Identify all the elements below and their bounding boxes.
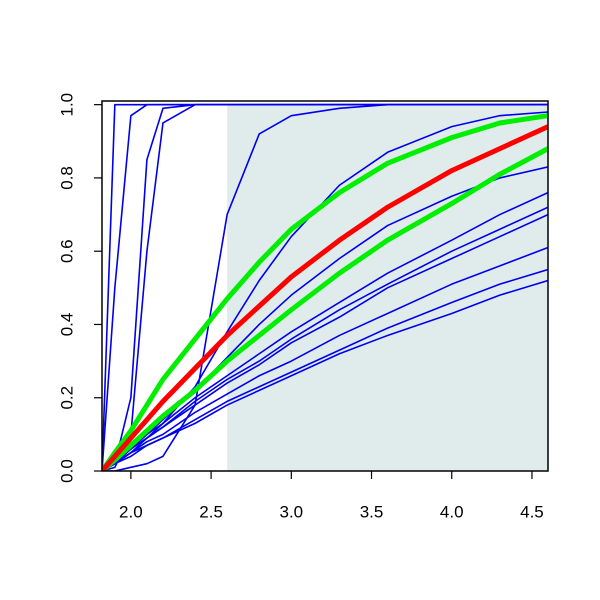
series-line [102, 213, 548, 471]
y-tick-label: 0.8 [57, 166, 76, 190]
series-line [102, 146, 548, 471]
series-line [102, 113, 548, 471]
x-tick-label: 4.0 [440, 502, 464, 521]
series-line [102, 103, 548, 471]
y-tick-label: 1.0 [57, 93, 76, 117]
x-tick-label: 3.5 [360, 502, 384, 521]
series-line [102, 268, 548, 471]
x-tick-label: 3.0 [279, 502, 303, 521]
series-line [102, 279, 548, 471]
x-tick-label: 2.5 [199, 502, 223, 521]
y-tick-label: 0.6 [57, 239, 76, 263]
x-tick-label: 2.0 [119, 502, 143, 521]
y-tick-label: 0.4 [57, 313, 76, 337]
x-tick-label: 4.5 [520, 502, 544, 521]
y-tick-label: 0.0 [57, 459, 76, 483]
y-tick-label: 0.2 [57, 386, 76, 410]
plot-frame [101, 100, 549, 472]
series-line [102, 124, 548, 471]
plot-area [102, 103, 548, 471]
